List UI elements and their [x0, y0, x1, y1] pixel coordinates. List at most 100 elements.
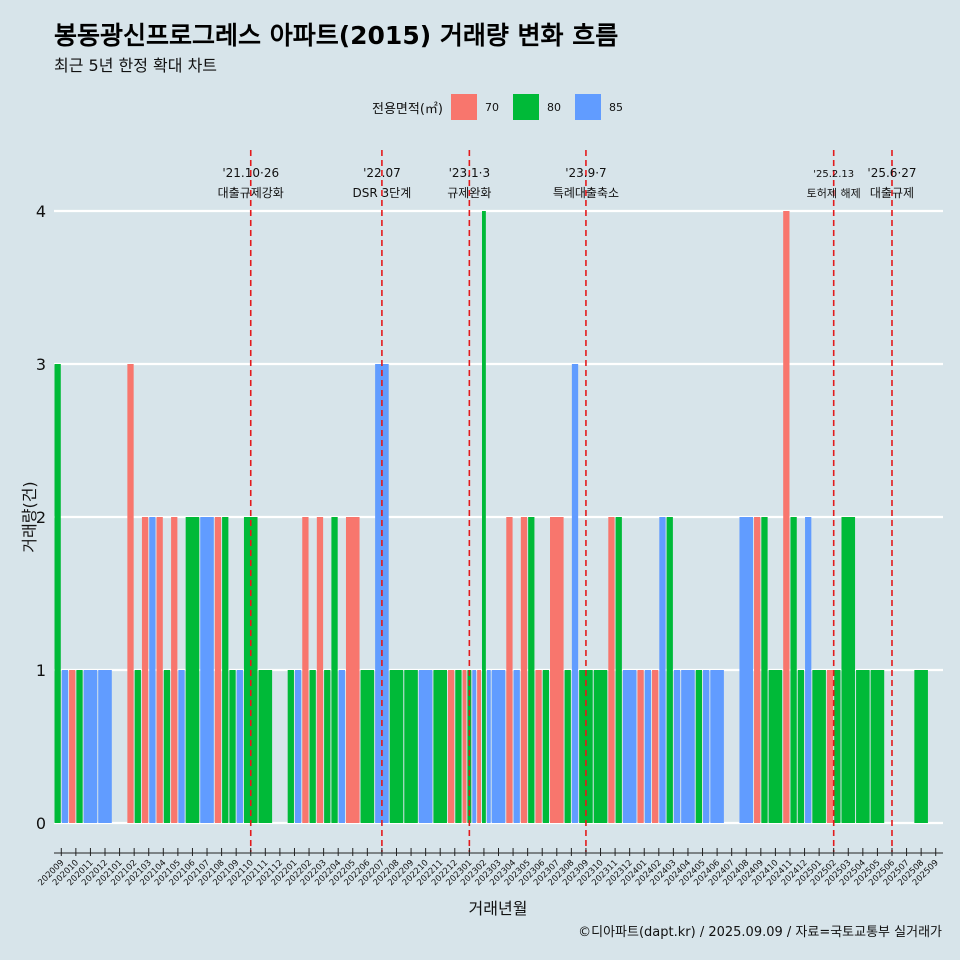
bar-202209-80: [404, 670, 418, 823]
bar-202403-85: [673, 670, 681, 823]
bar-202502-80: [834, 670, 841, 823]
bar-202108-70: [214, 517, 222, 823]
bar-202405-80: [695, 670, 703, 823]
event-label-202309: 특례대출축소: [553, 186, 619, 200]
legend-swatch-80: [512, 94, 539, 120]
bar-202204-85: [338, 670, 345, 823]
bar-202203-70: [316, 517, 324, 823]
bar-202105-70: [171, 517, 178, 823]
bar-202308-80: [564, 670, 571, 823]
caption: ©디아파트(dapt.kr) / 2025.09.09 / 자료=국토교통부 실…: [578, 925, 942, 940]
bar-202304-85: [513, 670, 520, 823]
bar-202501-80: [812, 670, 826, 823]
bar-202305-70: [520, 517, 528, 823]
bar-202409-70: [754, 517, 761, 823]
bar-202102-80: [134, 670, 141, 823]
bar-202302-70: [477, 670, 481, 823]
bar-202107-85: [200, 517, 214, 823]
bar-202405-85: [703, 670, 710, 823]
event-label-202110: 대출규제강화: [218, 186, 284, 200]
bar-202303-85: [491, 670, 506, 823]
bar-202211-80: [433, 670, 447, 823]
bar-202103-70: [141, 517, 149, 823]
event-date-202110: '21.10·26: [222, 166, 279, 180]
event-label-202301: 규제완화: [447, 186, 491, 200]
bar-202102-70: [127, 364, 134, 823]
bar-202311-70: [608, 517, 615, 823]
y-axis-label: 거래량(건): [20, 481, 39, 552]
bar-202309-80: [579, 670, 593, 823]
bar-202305-80: [528, 517, 535, 823]
bar-202412-80: [797, 670, 805, 823]
legend: 전용면적(㎡) 70 80 85: [372, 93, 637, 121]
bar-202502-70: [826, 670, 834, 823]
bar-202503-80: [841, 517, 856, 823]
bar-202302-80: [481, 211, 486, 823]
bar-202212-70: [447, 670, 455, 823]
bar-202406-85: [710, 670, 724, 823]
event-date-202502: '25.2.13: [813, 169, 854, 180]
bar-202411-80: [790, 517, 797, 823]
bar-202310-80: [593, 670, 608, 823]
bar-202203-80: [324, 670, 331, 823]
bar-202201-80: [287, 670, 294, 823]
bar-202105-85: [178, 670, 185, 823]
bar-202210-85: [418, 670, 433, 823]
bar-202204-80: [331, 517, 338, 823]
bar-202402-70: [652, 670, 659, 823]
bar-202412-85: [805, 517, 812, 823]
event-date-202301: '23.1·3: [449, 166, 490, 180]
event-label-202502: 토허제 해제: [807, 186, 861, 200]
bar-202201-85: [294, 670, 302, 823]
bar-202202-80: [309, 670, 316, 823]
bar-202307-70: [550, 517, 564, 823]
bar-202202-70: [302, 517, 309, 823]
chart-subtitle: 최근 5년 한정 확대 차트: [54, 56, 218, 75]
bar-202103-85: [149, 517, 156, 823]
legend-label-80: 80: [546, 100, 561, 114]
bar-202301-70: [462, 670, 467, 823]
event-date-202309: '23.9·7: [565, 166, 606, 180]
y-tick-label-1: 1: [36, 661, 46, 680]
bar-202009-80: [54, 364, 61, 823]
bar-202312-85: [622, 670, 637, 823]
bar-202205-70: [345, 517, 360, 823]
bar-202402-85: [659, 517, 666, 823]
x-axis-label: 거래년월: [469, 899, 528, 918]
legend-swatch-85: [574, 94, 601, 120]
bar-202505-80: [870, 670, 885, 823]
bar-202410-80: [768, 670, 783, 823]
bar-202304-70: [506, 517, 513, 823]
bar-202104-80: [163, 670, 171, 823]
bar-202301-80: [467, 670, 472, 823]
bar-202111-80: [258, 670, 273, 823]
event-lines: '21.10·26 대출규제강화 '22.07 DSR 3단계 '23.1·3 규제완화 '…: [218, 150, 917, 852]
bar-202404-85: [681, 670, 695, 823]
bar-202208-80: [389, 670, 404, 823]
bar-202306-70: [535, 670, 542, 823]
bar-202401-85: [644, 670, 652, 823]
bar-202409-80: [761, 517, 768, 823]
bar-202301-85: [472, 670, 477, 823]
y-tick-label-2: 2: [36, 508, 46, 527]
bar-202011-85: [83, 670, 98, 823]
y-tick-label-0: 0: [36, 814, 46, 833]
legend-title: 전용면적(㎡): [372, 101, 443, 117]
bar-202010-70: [69, 670, 76, 823]
bar-202401-70: [637, 670, 644, 823]
y-tick-label-3: 3: [36, 355, 46, 374]
bar-202504-80: [856, 670, 870, 823]
event-label-202207: DSR 3단계: [353, 186, 412, 200]
bar-202009-85: [61, 670, 69, 823]
event-date-202207: '22.07: [363, 166, 401, 180]
event-label-202506: 대출규제: [870, 186, 914, 200]
legend-label-85: 85: [608, 100, 623, 114]
bar-202109-85: [236, 670, 243, 823]
y-tick-label-4: 4: [36, 202, 46, 221]
bar-202104-70: [156, 517, 163, 823]
bar-202212-80: [455, 670, 462, 823]
bar-202010-80: [76, 670, 83, 823]
bar-202306-80: [542, 670, 550, 823]
bar-202206-80: [360, 670, 375, 823]
